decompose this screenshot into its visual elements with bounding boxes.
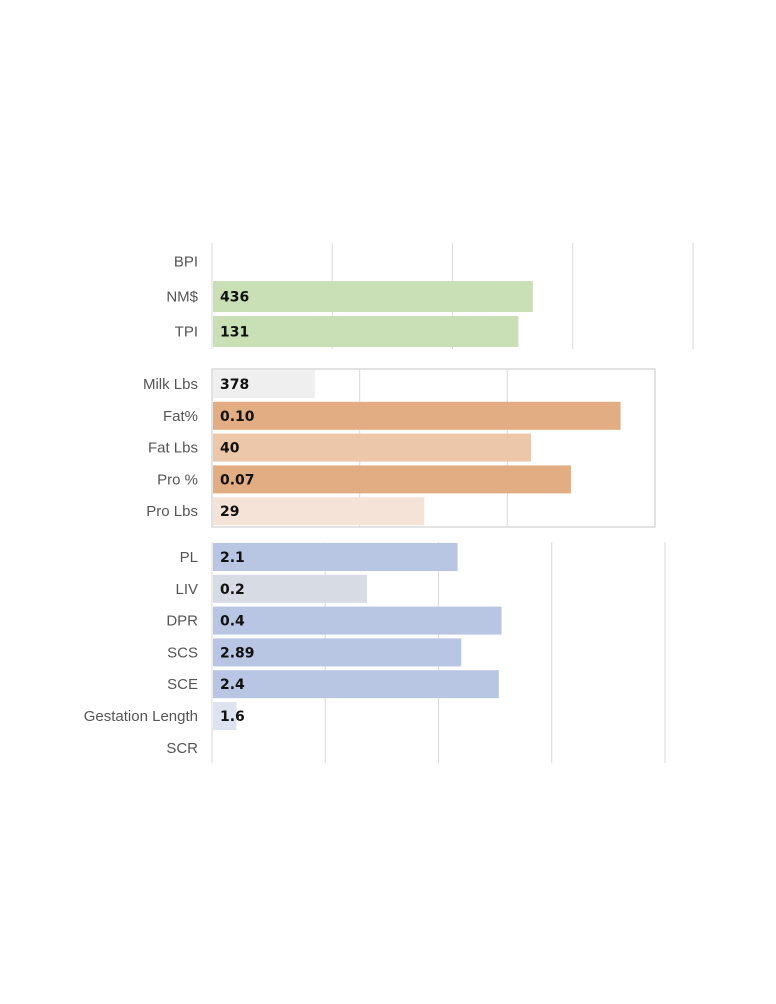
bar-liv: [213, 574, 368, 603]
bar-milk-lbs: [213, 370, 315, 398]
category-label-fat: Fat%: [163, 408, 198, 425]
value-label-dpr: 0.4: [220, 614, 245, 630]
value-label-pro: 0.07: [220, 472, 255, 488]
category-label-nm: NM$: [166, 289, 198, 306]
value-label-sce: 2.4: [220, 677, 245, 693]
panel-2: Milk Lbs 378 Fat% 0.10 Fat Lbs 40 Pro % 0.07 Pro…: [143, 368, 656, 528]
value-label-tpi: 131: [220, 325, 249, 341]
bar-fat-lbs: [213, 433, 532, 462]
value-label-liv: 0.2: [220, 582, 245, 598]
category-label-gestation-length: Gestation Length: [84, 708, 198, 725]
bar-pro: [213, 465, 571, 494]
category-label-pro: Pro %: [157, 471, 198, 488]
panel-1: BPI NM$ 436 TPI 131: [166, 243, 694, 349]
category-label-scr: SCR: [166, 740, 198, 757]
bar-dpr: [213, 606, 502, 635]
value-label-milk-lbs: 378: [220, 377, 249, 393]
value-label-fat: 0.10: [220, 409, 255, 425]
category-label-pro-lbs: Pro Lbs: [146, 503, 198, 520]
category-label-pl: PL: [180, 549, 198, 566]
value-label-fat-lbs: 40: [220, 441, 240, 457]
panel-3: PL 2.1 LIV 0.2 DPR 0.4 SCS 2.89 SCE 2.4 Gestation …: [84, 542, 666, 763]
bar-nm: [213, 281, 533, 312]
category-label-bpi: BPI: [174, 254, 198, 271]
category-label-sce: SCE: [167, 676, 198, 693]
category-label-scs: SCS: [167, 644, 198, 661]
panel-frame: [211, 368, 656, 528]
value-label-gestation-length: 1.6: [220, 709, 245, 725]
bar-scs: [213, 638, 462, 667]
value-label-pro-lbs: 29: [220, 504, 239, 520]
value-label-nm: 436: [220, 290, 249, 306]
bar-pro-lbs: [213, 497, 425, 526]
value-label-scs: 2.89: [220, 645, 255, 661]
category-label-tpi: TPI: [175, 324, 198, 341]
bar-pl: [213, 543, 458, 571]
value-label-pl: 2.1: [220, 550, 245, 566]
bar-gestation-length: [213, 702, 237, 730]
bar-sce: [213, 670, 499, 699]
category-label-liv: LIV: [175, 581, 198, 598]
category-label-milk-lbs: Milk Lbs: [143, 376, 198, 393]
category-label-fat-lbs: Fat Lbs: [148, 440, 198, 457]
category-label-dpr: DPR: [166, 613, 198, 630]
bar-tpi: [213, 316, 519, 347]
bar-fat: [213, 401, 621, 430]
